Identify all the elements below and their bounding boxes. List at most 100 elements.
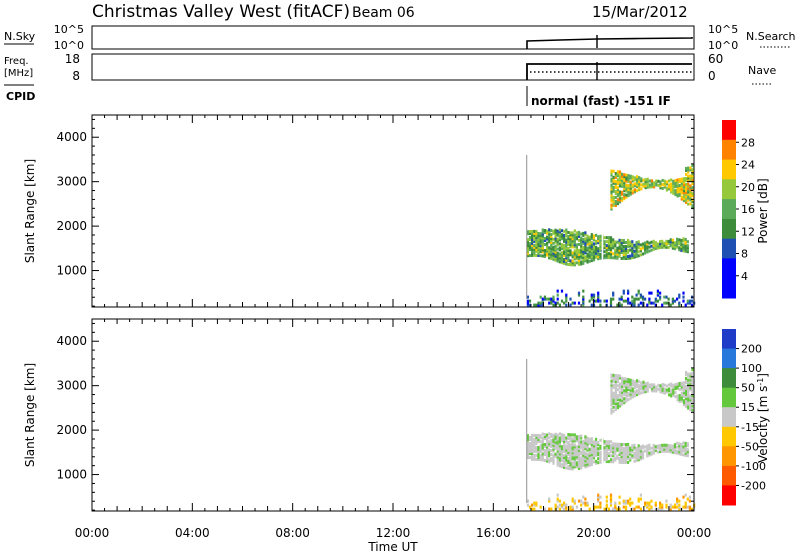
echo-cell xyxy=(614,378,617,381)
echo-cell xyxy=(554,236,557,240)
echo-cell xyxy=(565,466,568,470)
echo-cell xyxy=(563,243,566,247)
echo-cell xyxy=(644,501,647,505)
echo-cell xyxy=(639,253,642,257)
echo-cell xyxy=(661,382,664,386)
echo-cell xyxy=(688,299,691,303)
echo-cell xyxy=(678,180,681,183)
echo-cell xyxy=(610,375,613,379)
echo-cell xyxy=(682,447,685,451)
echo-cell xyxy=(616,192,619,196)
echo-cell xyxy=(686,452,689,456)
echo-cell xyxy=(637,297,640,301)
echo-cell xyxy=(614,384,617,387)
echo-cell xyxy=(548,232,551,236)
echo-cell xyxy=(569,443,572,447)
echo-cell xyxy=(682,177,686,181)
echo-cell xyxy=(597,239,600,243)
echo-cell xyxy=(565,234,568,238)
colorbar-segment xyxy=(722,218,736,240)
echo-cell xyxy=(667,449,670,453)
echo-cell xyxy=(610,379,613,383)
echo-cell xyxy=(685,184,688,188)
echo-cell xyxy=(571,463,574,467)
echo-cell xyxy=(680,179,683,183)
echo-cell xyxy=(573,235,576,239)
echo-cell xyxy=(565,258,568,262)
echo-cell xyxy=(531,241,534,245)
echo-cell xyxy=(684,245,687,249)
echo-cell xyxy=(631,507,634,511)
echo-cell xyxy=(661,449,664,453)
echo-cell xyxy=(629,192,632,196)
echo-cell xyxy=(588,251,591,255)
echo-cell xyxy=(650,185,654,189)
echo-cell xyxy=(685,378,688,382)
echo-cell xyxy=(685,402,688,406)
echo-cell xyxy=(565,242,568,246)
echo-cell xyxy=(580,256,583,260)
echo-cell xyxy=(573,251,576,255)
echo-cell xyxy=(580,250,583,254)
echo-cell xyxy=(689,178,692,182)
echo-cell xyxy=(548,252,551,256)
echo-cell xyxy=(639,447,642,451)
echo-cell xyxy=(546,441,549,445)
echo-cell xyxy=(686,299,689,303)
echo-cell xyxy=(627,299,630,303)
echo-cell xyxy=(665,188,668,192)
echo-cell xyxy=(588,247,591,251)
echo-cell xyxy=(560,257,564,261)
echo-cell xyxy=(661,390,664,394)
echo-cell xyxy=(656,293,659,297)
echo-cell xyxy=(554,442,557,446)
echo-cell xyxy=(569,237,572,241)
echo-cell xyxy=(644,247,647,251)
echo-cell xyxy=(588,299,591,303)
echo-cell xyxy=(582,289,585,293)
echo-cell xyxy=(541,299,544,303)
echo-cell xyxy=(652,239,655,243)
echo-cell xyxy=(528,438,532,442)
echo-cell xyxy=(526,295,529,299)
echo-cell xyxy=(565,444,568,448)
echo-cell xyxy=(554,254,557,258)
echo-cell xyxy=(584,443,587,447)
echo-cell xyxy=(610,169,613,173)
echo-cell xyxy=(627,499,630,503)
echo-cell xyxy=(644,184,647,188)
echo-cell xyxy=(563,447,566,451)
echo-cell xyxy=(659,501,662,505)
echo-cell xyxy=(588,451,591,455)
echo-cell xyxy=(633,380,636,384)
echo-cell xyxy=(546,439,549,443)
echo-cell xyxy=(556,233,559,237)
echo-cell xyxy=(624,257,628,260)
echo-cell xyxy=(537,434,540,437)
echo-cell xyxy=(616,182,619,186)
echo-cell xyxy=(612,397,615,401)
echo-cell xyxy=(629,384,632,388)
echo-cell xyxy=(685,380,688,384)
echo-cell xyxy=(678,293,681,297)
echo-cell xyxy=(571,451,574,455)
echo-cell xyxy=(646,248,649,252)
echo-cell xyxy=(550,249,553,252)
echo-cell xyxy=(577,301,581,305)
echo-cell xyxy=(621,192,624,196)
echo-cell xyxy=(633,299,636,303)
echo-cell xyxy=(629,452,632,456)
echo-cell xyxy=(599,450,602,454)
echo-cell xyxy=(685,390,688,394)
echo-cell xyxy=(552,255,555,259)
echo-cell xyxy=(652,447,655,451)
echo-cell xyxy=(595,445,598,449)
echo-cell xyxy=(526,299,529,303)
echo-cell xyxy=(672,187,675,191)
echo-cell xyxy=(590,245,593,249)
echo-cell xyxy=(577,452,581,456)
echo-cell xyxy=(603,254,606,258)
echo-cell xyxy=(685,182,688,186)
echo-cell xyxy=(603,450,606,454)
echo-cell xyxy=(631,393,634,397)
